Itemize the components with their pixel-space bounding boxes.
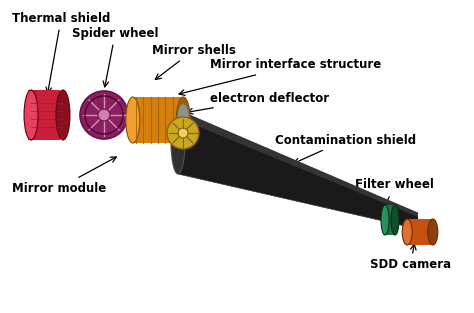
- Text: SDD camera: SDD camera: [370, 244, 451, 271]
- FancyBboxPatch shape: [385, 205, 395, 235]
- Text: Contamination shield: Contamination shield: [275, 134, 416, 163]
- Ellipse shape: [56, 90, 70, 140]
- Polygon shape: [178, 110, 418, 229]
- Ellipse shape: [402, 219, 412, 245]
- Circle shape: [98, 109, 110, 121]
- Polygon shape: [178, 110, 418, 217]
- Text: Spider wheel: Spider wheel: [72, 27, 158, 87]
- FancyBboxPatch shape: [407, 219, 433, 245]
- FancyBboxPatch shape: [133, 97, 183, 143]
- FancyBboxPatch shape: [28, 90, 60, 140]
- Circle shape: [167, 117, 199, 149]
- Circle shape: [178, 128, 188, 138]
- Text: electron deflector: electron deflector: [187, 91, 329, 114]
- Text: Mirror interface structure: Mirror interface structure: [179, 59, 381, 95]
- Ellipse shape: [24, 90, 38, 140]
- Text: Thermal shield: Thermal shield: [12, 12, 110, 93]
- Ellipse shape: [171, 110, 185, 174]
- Ellipse shape: [176, 97, 190, 143]
- Circle shape: [80, 91, 128, 139]
- Text: Mirror module: Mirror module: [12, 157, 116, 194]
- Text: Mirror shells: Mirror shells: [152, 44, 236, 80]
- Ellipse shape: [391, 205, 399, 235]
- Text: Filter wheel: Filter wheel: [355, 178, 434, 209]
- Ellipse shape: [428, 219, 438, 245]
- Ellipse shape: [381, 205, 389, 235]
- Ellipse shape: [177, 104, 189, 136]
- Ellipse shape: [126, 97, 140, 143]
